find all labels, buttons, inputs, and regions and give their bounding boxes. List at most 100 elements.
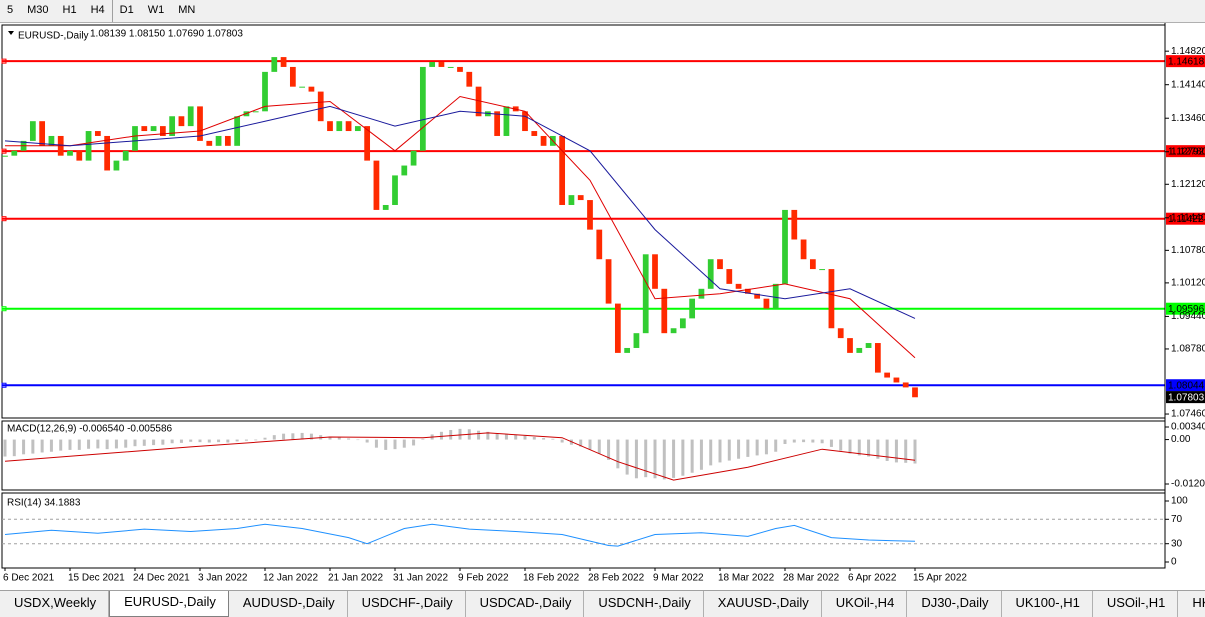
candle-body: [289, 66, 296, 87]
chart-tab[interactable]: USDCNH-,Daily: [584, 591, 704, 617]
candle-body: [336, 121, 343, 132]
candle-body: [215, 135, 222, 146]
candle-body: [837, 328, 844, 339]
level-anchor: [1, 148, 7, 154]
x-tick-label: 31 Jan 2022: [393, 573, 448, 584]
candle-body: [763, 298, 770, 309]
macd-histogram-bar: [254, 439, 258, 441]
candle-body: [735, 283, 742, 289]
level-anchor: [1, 306, 7, 312]
indicator-line: [5, 95, 916, 359]
timeframe-button[interactable]: H4: [90, 4, 105, 16]
candle-body: [726, 269, 733, 284]
macd-histogram-bar: [40, 439, 44, 453]
macd-histogram-bar: [263, 437, 267, 440]
macd-histogram-bar: [3, 439, 7, 457]
chart-tab[interactable]: EURUSD-,Daily: [109, 591, 229, 617]
macd-histogram-bar: [291, 433, 295, 440]
macd-histogram-bar: [347, 438, 351, 440]
macd-histogram-bar: [198, 439, 202, 443]
macd-histogram-bar: [179, 439, 183, 443]
candle-body: [373, 160, 380, 210]
candle-body: [429, 62, 436, 67]
candle-body: [717, 259, 723, 270]
timeframe-button[interactable]: D1: [111, 0, 141, 22]
macd-histogram-bar: [876, 439, 880, 459]
candle-body: [772, 283, 779, 309]
chart-tab[interactable]: XAUUSD-,Daily: [704, 591, 822, 617]
macd-histogram-bar: [829, 439, 833, 447]
macd-histogram-bar: [421, 438, 425, 440]
timeframe-button[interactable]: M30: [27, 4, 49, 16]
chart-tab[interactable]: UK100-,H1: [1002, 591, 1093, 617]
candle-body: [85, 131, 92, 161]
macd-histogram-bar: [309, 433, 313, 440]
macd-histogram-bar: [412, 439, 416, 446]
candle-body: [252, 111, 259, 113]
candle-body: [457, 66, 463, 72]
macd-histogram-bar: [393, 439, 397, 450]
candle-body: [782, 209, 788, 284]
candle-body: [642, 254, 649, 334]
macd-histogram-bar: [96, 439, 100, 449]
macd-histogram-bar: [634, 439, 638, 479]
macd-histogram-bar: [133, 439, 137, 447]
candle-body: [670, 328, 677, 334]
candle-body: [382, 204, 389, 210]
macd-histogram-bar: [374, 439, 378, 448]
chart-tab[interactable]: USDCHF-,Daily: [348, 591, 466, 617]
chart-tab[interactable]: USOil-,H1: [1093, 591, 1179, 617]
timeframe-button[interactable]: W1: [147, 4, 165, 16]
chart-tab[interactable]: HK50-,H1: [1178, 591, 1205, 617]
x-tick-label: 18 Mar 2022: [718, 573, 775, 584]
chart-tab[interactable]: USDX,Weekly: [0, 591, 110, 617]
candle-body: [624, 347, 631, 353]
candle-body: [475, 86, 482, 117]
macd-histogram-bar: [170, 439, 174, 444]
candle-body: [689, 298, 696, 319]
macd-histogram-bar: [114, 439, 118, 449]
last-price-box: [1166, 391, 1205, 404]
y-tick-label: 1.10120: [1171, 278, 1205, 289]
macd-histogram-bar: [579, 439, 583, 447]
macd-histogram-bar: [681, 439, 685, 476]
candle-body: [540, 135, 547, 146]
macd-histogram-bar: [783, 439, 787, 444]
candle-body: [559, 135, 566, 205]
level-price-label: 1.14618: [1168, 56, 1205, 67]
x-tick-label: 15 Dec 2021: [68, 573, 125, 584]
y-tick-label: 1.10780: [1171, 245, 1205, 256]
candle-body: [865, 343, 872, 348]
candle-body: [596, 229, 603, 260]
chart-tab[interactable]: USDCAD-,Daily: [466, 591, 585, 617]
timeframe-button[interactable]: 5: [7, 4, 14, 16]
timeframe-button[interactable]: MN: [178, 4, 196, 16]
timeframe-toolbar: 5 M30 H1 H4 D1 W1 MN: [0, 0, 1205, 23]
candle-body: [893, 377, 900, 383]
chart-tab[interactable]: UKOil-,H4: [822, 591, 908, 617]
level-anchor: [1, 58, 7, 64]
indicator-line: [4, 523, 916, 547]
candle-body: [522, 111, 528, 132]
timeframe-button[interactable]: H1: [62, 4, 77, 16]
chart-tab[interactable]: AUDUSD-,Daily: [229, 591, 348, 617]
y-tick-label: 1.14140: [1171, 79, 1205, 90]
macd-histogram-bar: [77, 439, 81, 450]
macd-histogram-bar: [365, 439, 369, 443]
level-anchor: [1, 382, 7, 388]
candle-body: [577, 195, 584, 201]
candle-body: [122, 150, 129, 161]
indicator-line: [4, 105, 916, 319]
macd-histogram-bar: [300, 432, 304, 440]
macd-histogram-bar: [737, 439, 741, 459]
indicator-line: [4, 432, 916, 481]
macd-histogram-bar: [848, 439, 852, 454]
candle-body: [308, 86, 315, 92]
macd-histogram-bar: [588, 439, 592, 450]
chart-tab[interactable]: DJ30-,Daily: [907, 591, 1002, 617]
candle-body: [327, 121, 333, 132]
macd-histogram-bar: [885, 439, 889, 461]
y-tick-label: 100: [1171, 496, 1188, 507]
macd-histogram-bar: [105, 439, 109, 450]
